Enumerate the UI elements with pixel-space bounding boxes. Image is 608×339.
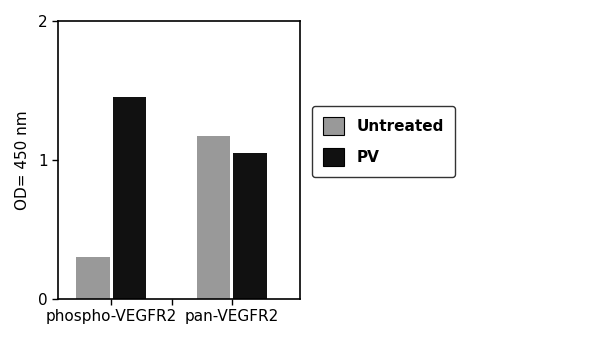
Bar — [77, 257, 109, 299]
Y-axis label: OD= 450 nm: OD= 450 nm — [15, 110, 30, 210]
Bar — [233, 153, 266, 299]
Bar — [197, 136, 230, 299]
Bar — [112, 97, 146, 299]
Legend: Untreated, PV: Untreated, PV — [313, 106, 455, 177]
